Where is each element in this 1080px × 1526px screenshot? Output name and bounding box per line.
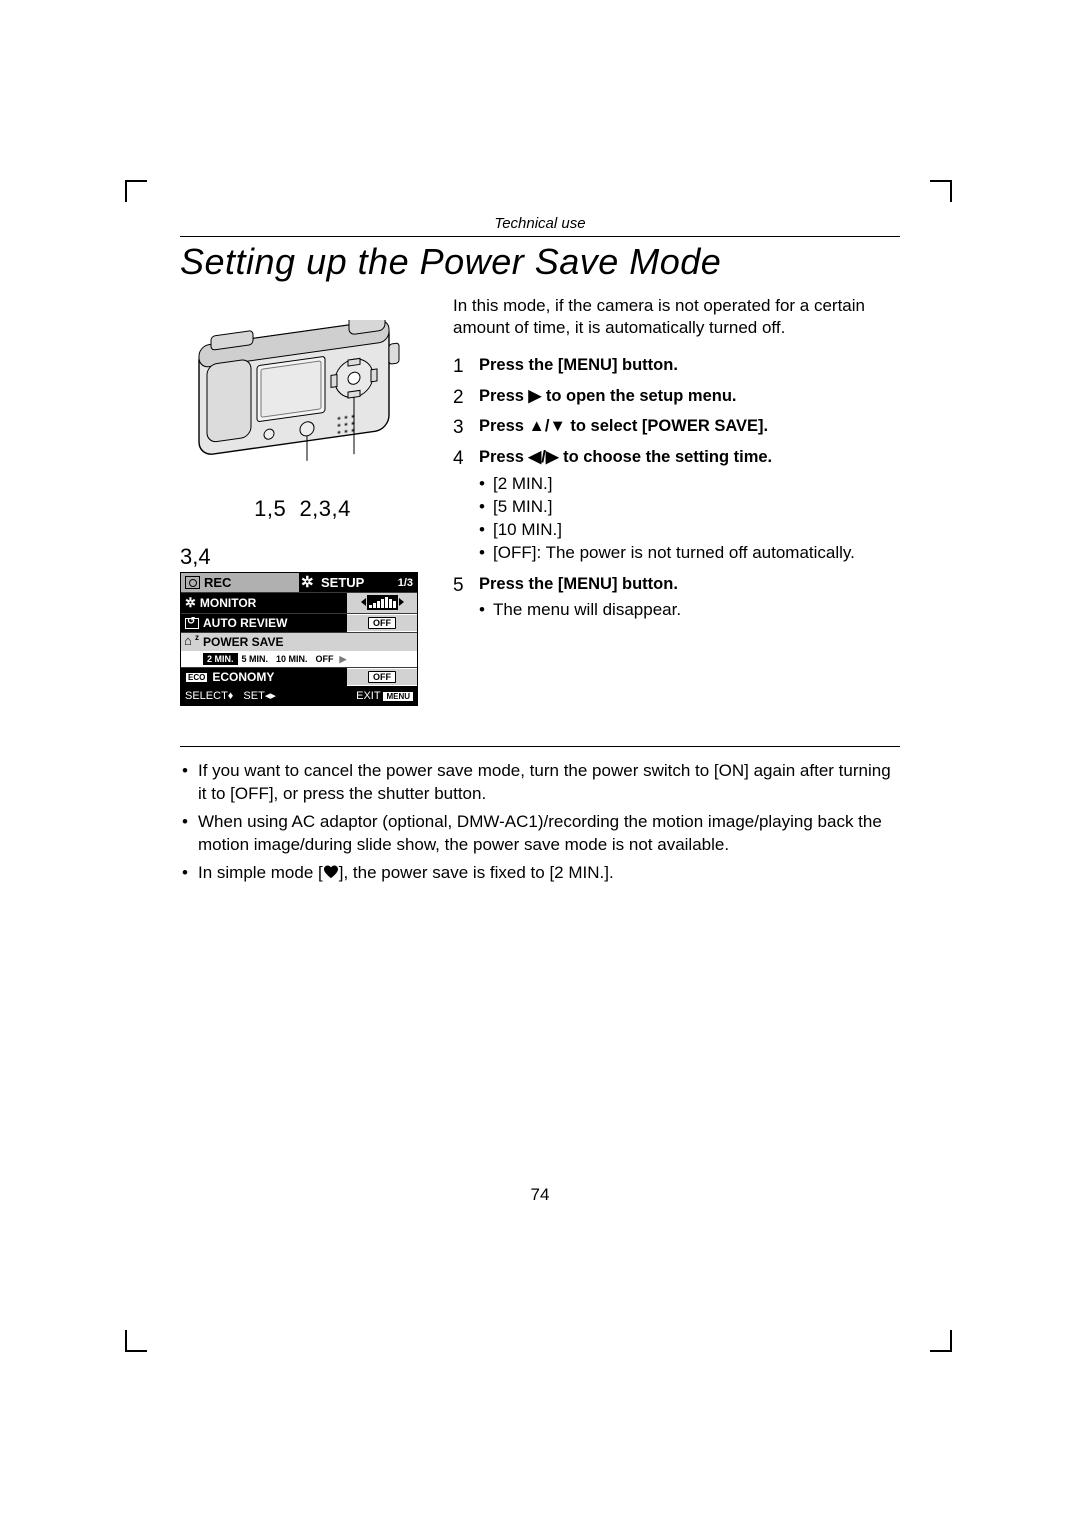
- notes-list: If you want to cancel the power save mod…: [180, 759, 900, 885]
- lcd-monitor-label: MONITOR: [200, 596, 256, 610]
- lcd-autoreview-label: AUTO REVIEW: [203, 616, 287, 630]
- steps-list: Press the [MENU] button. Press ▶ to open…: [453, 354, 900, 623]
- camera-button-callout: 1,5 2,3,4: [180, 496, 425, 522]
- section-label: Technical use: [180, 215, 900, 232]
- note-3: In simple mode [], the power save is fix…: [180, 861, 900, 885]
- lcd-tabs: REC SETUP 1/3: [181, 573, 417, 592]
- lcd-row-powersave: POWER SAVE 2 MIN. 5 MIN. 10 MIN. OFF ▶: [181, 632, 417, 667]
- step-2: Press ▶ to open the setup menu.: [453, 385, 900, 408]
- opt-off: [OFF]: The power is not turned off autom…: [479, 542, 900, 565]
- step-3: Press ▲/▼ to select [POWER SAVE].: [453, 415, 900, 438]
- updown-icon: ♦: [228, 690, 234, 702]
- lcd-footer: SELECT♦ SET◂▸ EXIT MENU: [181, 686, 417, 705]
- ps-opt-2min: 2 MIN.: [203, 653, 238, 665]
- brightness-bars-icon: [367, 595, 398, 610]
- page-number: 74: [180, 1185, 900, 1205]
- lcd-row-economy: ECO ECONOMY OFF: [181, 667, 417, 686]
- opt-5min: [5 MIN.]: [479, 496, 900, 519]
- camera-illustration: 1,5 2,3,4: [180, 320, 425, 522]
- note-1: If you want to cancel the power save mod…: [180, 759, 900, 806]
- lcd-monitor-value: [347, 593, 417, 613]
- crop-mark-tl: [125, 180, 147, 202]
- lcd-page-indicator: 1/3: [398, 577, 413, 589]
- ps-opt-10min: 10 MIN.: [272, 653, 312, 665]
- note-2: When using AC adaptor (optional, DMW-AC1…: [180, 810, 900, 857]
- lcd-powersave-label: POWER SAVE: [203, 635, 283, 649]
- lcd-row-monitor: ✲ MONITOR: [181, 592, 417, 613]
- notes-rule: [180, 746, 900, 747]
- brightness-icon: ✲: [185, 595, 196, 611]
- eco-icon: ECO: [185, 672, 208, 683]
- crop-mark-tr: [930, 180, 952, 202]
- callout-left: 1,5: [254, 496, 286, 521]
- step-4: Press ◀/▶ to choose the setting time. [2…: [453, 446, 900, 565]
- crop-mark-bl: [125, 1330, 147, 1352]
- right-column: In this mode, if the camera is not opera…: [453, 295, 900, 706]
- crop-mark-br: [930, 1330, 952, 1352]
- lcd-footer-set: SET: [243, 690, 264, 702]
- leftright-icon: ◂▸: [265, 690, 276, 702]
- lcd-tab-rec-label: REC: [204, 575, 231, 590]
- camera-svg: [193, 320, 413, 485]
- intro-text: In this mode, if the camera is not opera…: [453, 295, 900, 340]
- step-3-head: Press ▲/▼ to select [POWER SAVE].: [479, 417, 768, 435]
- right-triangle-icon: ▶: [529, 387, 542, 405]
- lcd-economy-label: ECONOMY: [212, 670, 274, 684]
- lcd-footer-select: SELECT: [185, 690, 228, 702]
- page-title: Setting up the Power Save Mode: [180, 241, 900, 283]
- opt-2min: [2 MIN.]: [479, 473, 900, 496]
- ps-opt-5min: 5 MIN.: [238, 653, 273, 665]
- lcd-footer-exit: EXIT: [356, 690, 380, 702]
- step-1: Press the [MENU] button.: [453, 354, 900, 377]
- lcd-screenshot: REC SETUP 1/3 ✲ MONITOR: [180, 572, 418, 706]
- step-1-head: Press the [MENU] button.: [479, 356, 678, 374]
- ps-opt-off: OFF: [312, 653, 338, 665]
- step-4-head: Press ◀/▶ to choose the setting time.: [479, 448, 772, 466]
- heart-icon: [323, 862, 339, 885]
- step-4-options: [2 MIN.] [5 MIN.] [10 MIN.] [OFF]: The p…: [479, 473, 900, 565]
- step-5-head: Press the [MENU] button.: [479, 575, 678, 593]
- lcd-economy-value: OFF: [347, 669, 417, 685]
- updown-triangle-icon: ▲/▼: [529, 417, 566, 435]
- lcd-autoreview-value: OFF: [347, 615, 417, 631]
- page-content: Technical use Setting up the Power Save …: [180, 215, 900, 1205]
- lcd-tab-setup: SETUP 1/3: [299, 573, 417, 592]
- header-rule: [180, 236, 900, 237]
- lcd-callout: 3,4: [180, 544, 425, 570]
- power-save-icon: [185, 637, 199, 648]
- left-column: 1,5 2,3,4 3,4 REC SETUP 1/3: [180, 295, 425, 706]
- lcd-row-autoreview: AUTO REVIEW OFF: [181, 613, 417, 632]
- leftright-triangle-icon: ◀/▶: [529, 448, 559, 466]
- lcd-tab-rec: REC: [181, 573, 299, 592]
- step-5-sub: The menu will disappear.: [479, 599, 900, 622]
- lcd-tab-setup-label: SETUP: [321, 575, 364, 590]
- callout-right: 2,3,4: [299, 496, 350, 521]
- step-5: Press the [MENU] button. The menu will d…: [453, 573, 900, 623]
- step-2-head: Press ▶ to open the setup menu.: [479, 387, 737, 405]
- lcd-powersave-options: 2 MIN. 5 MIN. 10 MIN. OFF ▶: [181, 651, 417, 667]
- menu-badge-icon: MENU: [383, 692, 413, 701]
- right-arrow-icon: ▶: [338, 654, 349, 665]
- gear-icon: [303, 576, 317, 590]
- step-5-note: The menu will disappear.: [479, 599, 900, 622]
- opt-10min: [10 MIN.]: [479, 519, 900, 542]
- auto-review-icon: [185, 618, 199, 629]
- camera-icon: [185, 576, 200, 589]
